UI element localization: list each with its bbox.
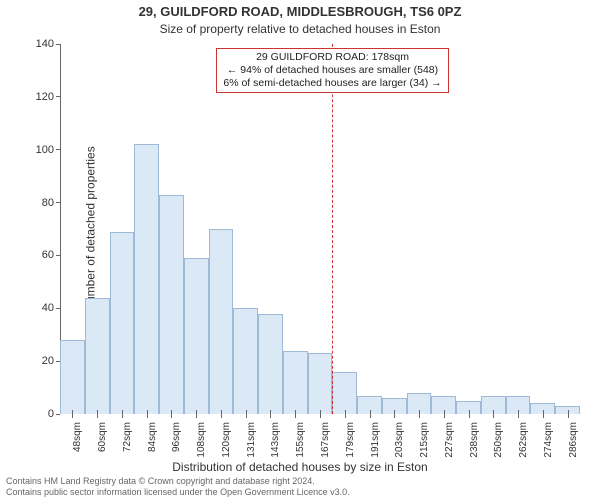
y-tick-label: 40 <box>24 302 54 314</box>
histogram-bar <box>110 232 135 414</box>
y-tick-label: 0 <box>24 408 54 420</box>
histogram-bar <box>134 144 159 414</box>
annotation-box: 29 GUILDFORD ROAD: 178sqm← 94% of detach… <box>216 48 448 93</box>
y-tick-label: 100 <box>24 144 54 156</box>
y-tick-label: 80 <box>24 197 54 209</box>
x-axis-label: Distribution of detached houses by size … <box>0 460 600 474</box>
histogram-plot: 02040608010012014048sqm60sqm72sqm84sqm96… <box>60 44 580 414</box>
histogram-bar <box>209 229 234 414</box>
annotation-line: 29 GUILDFORD ROAD: 178sqm <box>223 51 441 64</box>
y-tick-label: 60 <box>24 249 54 261</box>
annotation-line: ← 94% of detached houses are smaller (54… <box>223 64 441 77</box>
footer-attribution: Contains HM Land Registry data © Crown c… <box>6 476 594 498</box>
chart-subtitle: Size of property relative to detached ho… <box>0 22 600 36</box>
histogram-bar <box>233 308 258 414</box>
footer-line: Contains public sector information licen… <box>6 487 594 498</box>
histogram-bar <box>283 351 308 414</box>
footer-line: Contains HM Land Registry data © Crown c… <box>6 476 594 487</box>
histogram-bar <box>159 195 184 414</box>
histogram-bar <box>184 258 209 414</box>
y-tick-label: 140 <box>24 38 54 50</box>
histogram-bar <box>60 340 85 414</box>
reference-line <box>332 44 333 414</box>
page-title: 29, GUILDFORD ROAD, MIDDLESBROUGH, TS6 0… <box>0 4 600 19</box>
histogram-bar <box>308 353 333 414</box>
histogram-bar <box>85 298 110 414</box>
annotation-line: 6% of semi-detached houses are larger (3… <box>223 77 441 90</box>
histogram-bar <box>332 372 357 414</box>
y-tick-label: 120 <box>24 91 54 103</box>
y-tick-label: 20 <box>24 355 54 367</box>
histogram-bar <box>258 314 283 414</box>
